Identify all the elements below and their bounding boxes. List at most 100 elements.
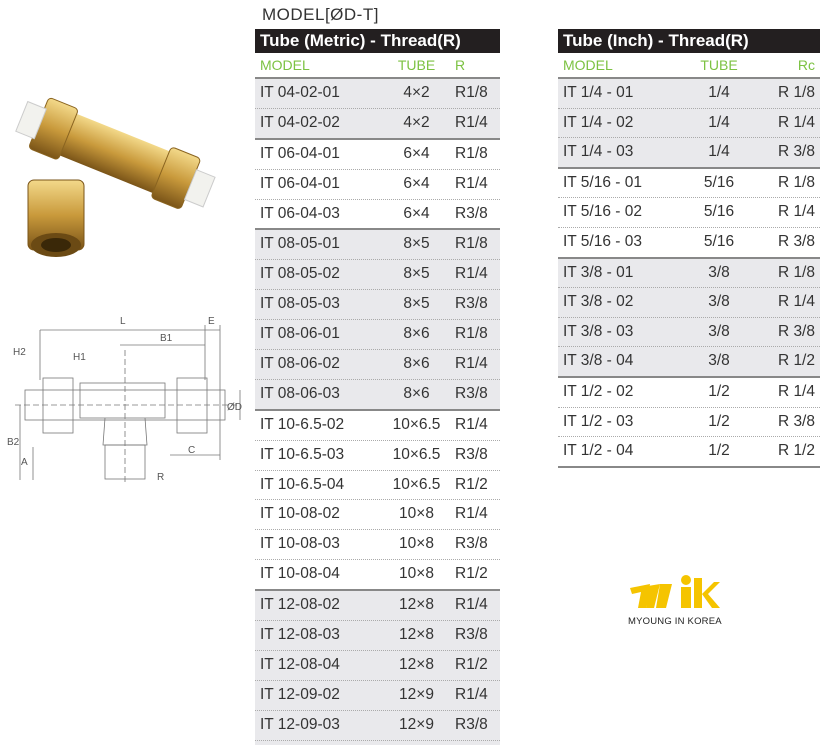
tube-cell: 10×6.5 [392,445,441,463]
model-cell: IT 10-6.5-02 [260,415,345,433]
thread-cell: R3/8 [455,715,488,733]
tube-cell: 6×4 [403,174,430,192]
inch-table: Tube (Inch) - Thread(R) MODEL TUBE Rc IT… [558,29,820,468]
tube-cell: 12×9 [399,715,434,733]
col-model: MODEL [260,57,310,73]
table-row: IT 08-06-03 8×6 R3/8 [255,379,500,411]
thread-cell: R3/8 [455,445,488,463]
dimension-drawing: L E B1 H2 H1 ØD B2 A C R [5,310,250,495]
tube-cell: 8×5 [403,235,430,253]
thread-cell: R1/8 [455,325,488,343]
model-cell: IT 06-04-01 [260,144,340,162]
inch-column-headers: MODEL TUBE Rc [558,53,820,79]
metric-table: Tube (Metric) - Thread(R) MODEL TUBE R I… [255,29,500,745]
thread-cell: R1/8 [455,144,488,162]
table-row: IT 08-05-01 8×5 R1/8 [255,230,500,261]
model-cell: IT 08-05-03 [260,295,340,313]
table-row: IT 08-05-03 8×5 R3/8 [255,290,500,321]
tube-cell: 1/4 [708,143,730,161]
table-row: IT 10-6.5-02 10×6.5 R1/4 [255,411,500,441]
model-cell: IT 12-09-04 [255,741,378,745]
tube-cell: 3/8 [708,322,730,340]
model-cell: IT 1/4 - 01 [563,84,634,101]
metric-table-header: Tube (Metric) - Thread(R) [255,29,500,53]
metric-column-headers: MODEL TUBE R [255,53,500,79]
table-row: IT 04-02-01 4×2 R1/8 [255,79,500,109]
thread-cell: R 3/8 [777,412,815,430]
thread-cell: R1/2 [455,741,500,745]
table-row: IT 06-04-01 6×4 R1/8 [255,140,500,170]
table-row: IT 06-04-03 6×4 R3/8 [255,200,500,231]
model-cell: IT 5/16 - 02 [563,203,642,221]
table-row: IT 10-08-02 10×8 R1/4 [255,500,500,531]
company-logo: MYOUNG IN KOREA [628,574,728,627]
table-row: IT 08-06-01 8×6 R1/8 [255,320,500,351]
table-row: IT 1/2 - 03 1/2 R 3/8 [558,408,820,438]
tube-cell: 12×9 [399,685,434,703]
tube-cell: 1/4 [708,113,730,131]
table-row: IT 12-09-02 12×9 R1/4 [255,680,500,711]
tube-cell: 12×8 [399,626,434,644]
model-cell: IT 10-08-04 [260,565,340,583]
tube-cell: 6×4 [403,144,430,162]
model-cell: IT 3/8 - 01 [563,263,634,281]
thread-cell: R 1/4 [777,382,815,400]
label-r: R [157,472,164,483]
model-cell: IT 1/2 - 03 [563,412,634,430]
tube-cell: 3/8 [708,263,730,281]
table-row: IT 3/8 - 04 3/8 R 1/2 [558,347,820,378]
thread-cell: R3/8 [455,626,488,644]
model-cell: IT 08-06-03 [260,384,340,402]
model-cell: IT 10-6.5-03 [260,445,345,463]
table-row: IT 08-06-02 8×6 R1/4 [255,350,500,380]
tube-cell: 8×5 [403,295,430,313]
col-thread: R [455,57,466,73]
thread-cell: R 1/2 [777,352,815,370]
col-model: MODEL [563,57,613,73]
model-cell: IT 10-08-03 [260,535,340,553]
model-cell: IT 1/4 - 03 [563,143,634,161]
model-cell: IT 1/2 - 04 [563,442,634,460]
model-title: MODEL[ØD-T] [262,5,379,24]
thread-cell: R1/4 [455,113,488,131]
tube-cell: 10×6.5 [392,415,441,433]
thread-cell: R1/2 [455,475,488,493]
model-cell: IT 08-05-02 [260,265,340,283]
thread-cell: R1/4 [455,596,488,614]
model-cell: IT 3/8 - 03 [563,322,634,340]
thread-cell: R1/4 [455,415,488,433]
table-row: IT 12-08-04 12×8 R1/2 [255,650,500,681]
tube-cell: 10×6.5 [392,475,441,493]
table-row: IT 12-08-03 12×8 R3/8 [255,621,500,651]
thread-cell: R 1/8 [777,84,815,101]
model-cell: IT 5/16 - 01 [563,173,642,191]
model-cell: IT 3/8 - 02 [563,293,634,311]
tube-cell: 8×5 [403,265,430,283]
thread-cell: R1/8 [455,84,488,101]
thread-cell: R1/2 [455,565,488,583]
label-e: E [208,316,215,327]
thread-cell: R 3/8 [777,322,815,340]
model-cell: IT 3/8 - 04 [563,352,634,370]
table-row: IT 3/8 - 03 3/8 R 3/8 [558,317,820,348]
tube-cell: 5/16 [703,173,735,191]
tube-cell: 8×6 [403,325,430,343]
model-cell: IT 08-06-01 [260,325,340,343]
thread-cell: R3/8 [455,295,488,313]
table-row: IT 3/8 - 02 3/8 R 1/4 [558,288,820,318]
thread-cell: R3/8 [455,384,488,402]
tube-cell: 1/2 [708,412,730,430]
table-row: IT 1/4 - 03 1/4 R 3/8 [558,138,820,169]
thread-cell: R 3/8 [777,232,815,250]
tube-cell: 12×9 [378,741,455,745]
table-row: IT 10-08-04 10×8 R1/2 [255,560,500,592]
thread-cell: R 1/8 [777,263,815,281]
tube-cell: 6×4 [403,204,430,222]
tube-cell: 1/2 [708,442,730,460]
model-cell: IT 08-06-02 [260,355,340,373]
logo-text: MYOUNG IN KOREA [628,616,722,627]
metric-table-body: IT 04-02-01 4×2 R1/8 IT 04-02-02 4×2 R1/4 IT 0… [255,79,500,745]
thread-cell: R1/4 [455,265,488,283]
